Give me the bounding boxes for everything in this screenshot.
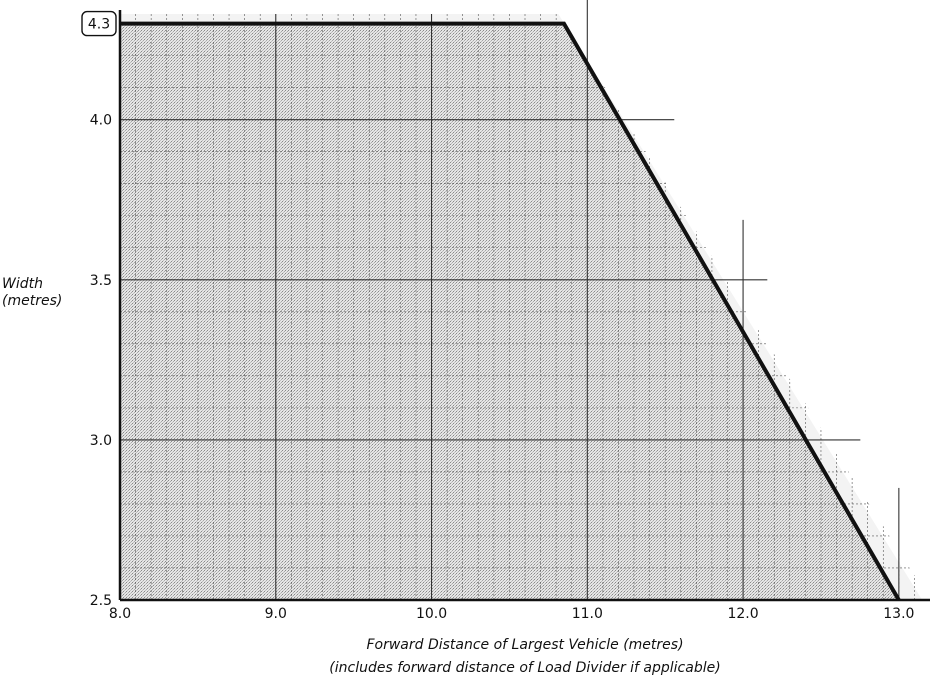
x-tick-label: 12.0 [727,606,758,622]
y-axis-title-line2: (metres) [2,293,63,309]
x-axis-title-line1: Forward Distance of Largest Vehicle (met… [366,637,684,653]
y-axis-title: Width (metres) [2,276,63,310]
boxed-label-group: 4.3 [81,10,117,37]
x-tick-label: 11.0 [572,606,603,622]
y-tick-label: 2.5 [90,593,112,609]
major-grid [118,0,930,602]
x-tick-label: 10.0 [416,606,447,622]
x-axis-title-line2: (includes forward distance of Load Divid… [329,660,721,676]
y-axis-title-line1: Width [2,276,43,292]
plot-area-fill [120,14,923,600]
y-tick-label: 3.0 [90,433,112,449]
limit-line-group [120,21,901,602]
boxed-label-frame [81,10,117,37]
tick-labels: 8.0 9.0 10.0 11.0 12.0 13.0 2.5 3.0 3.5 4.0 [90,113,915,622]
y-tick-label: 3.5 [90,273,112,289]
y-tick-label: 4.0 [90,113,112,129]
x-tick-label: 8.0 [109,606,131,622]
x-tick-label: 9.0 [265,606,287,622]
limit-line [120,21,901,602]
boxed-y-label: 4.3 [88,17,110,33]
x-tick-label: 13.0 [883,606,914,622]
